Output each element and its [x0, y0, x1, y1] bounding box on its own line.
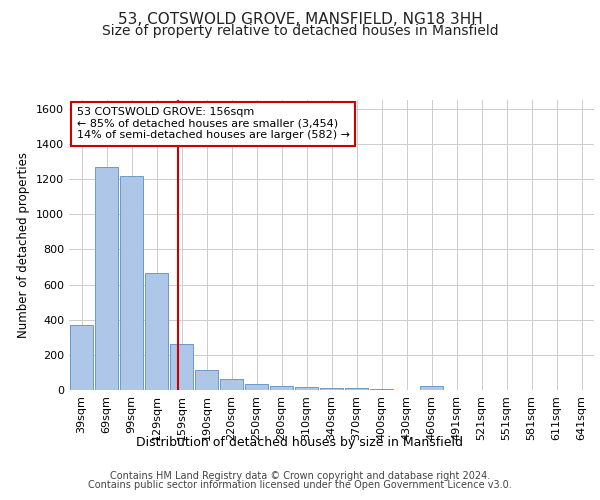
Bar — [145, 273, 168, 390]
Text: Size of property relative to detached houses in Mansfield: Size of property relative to detached ho… — [101, 24, 499, 38]
Text: Contains HM Land Registry data © Crown copyright and database right 2024.: Contains HM Land Registry data © Crown c… — [110, 471, 490, 481]
Bar — [95, 167, 118, 390]
Text: Contains public sector information licensed under the Open Government Licence v3: Contains public sector information licen… — [88, 480, 512, 490]
Bar — [70, 325, 93, 390]
Bar — [345, 388, 368, 390]
Bar — [270, 386, 293, 390]
Bar — [120, 176, 143, 390]
Text: 53, COTSWOLD GROVE, MANSFIELD, NG18 3HH: 53, COTSWOLD GROVE, MANSFIELD, NG18 3HH — [118, 12, 482, 28]
Y-axis label: Number of detached properties: Number of detached properties — [17, 152, 31, 338]
Bar — [220, 378, 243, 390]
Bar — [320, 388, 343, 390]
Bar — [295, 388, 318, 390]
Text: 53 COTSWOLD GROVE: 156sqm
← 85% of detached houses are smaller (3,454)
14% of se: 53 COTSWOLD GROVE: 156sqm ← 85% of detac… — [77, 108, 350, 140]
Text: Distribution of detached houses by size in Mansfield: Distribution of detached houses by size … — [137, 436, 464, 449]
Bar — [370, 388, 393, 390]
Bar — [245, 384, 268, 390]
Bar — [420, 386, 443, 390]
Bar — [170, 344, 193, 390]
Bar — [195, 370, 218, 390]
